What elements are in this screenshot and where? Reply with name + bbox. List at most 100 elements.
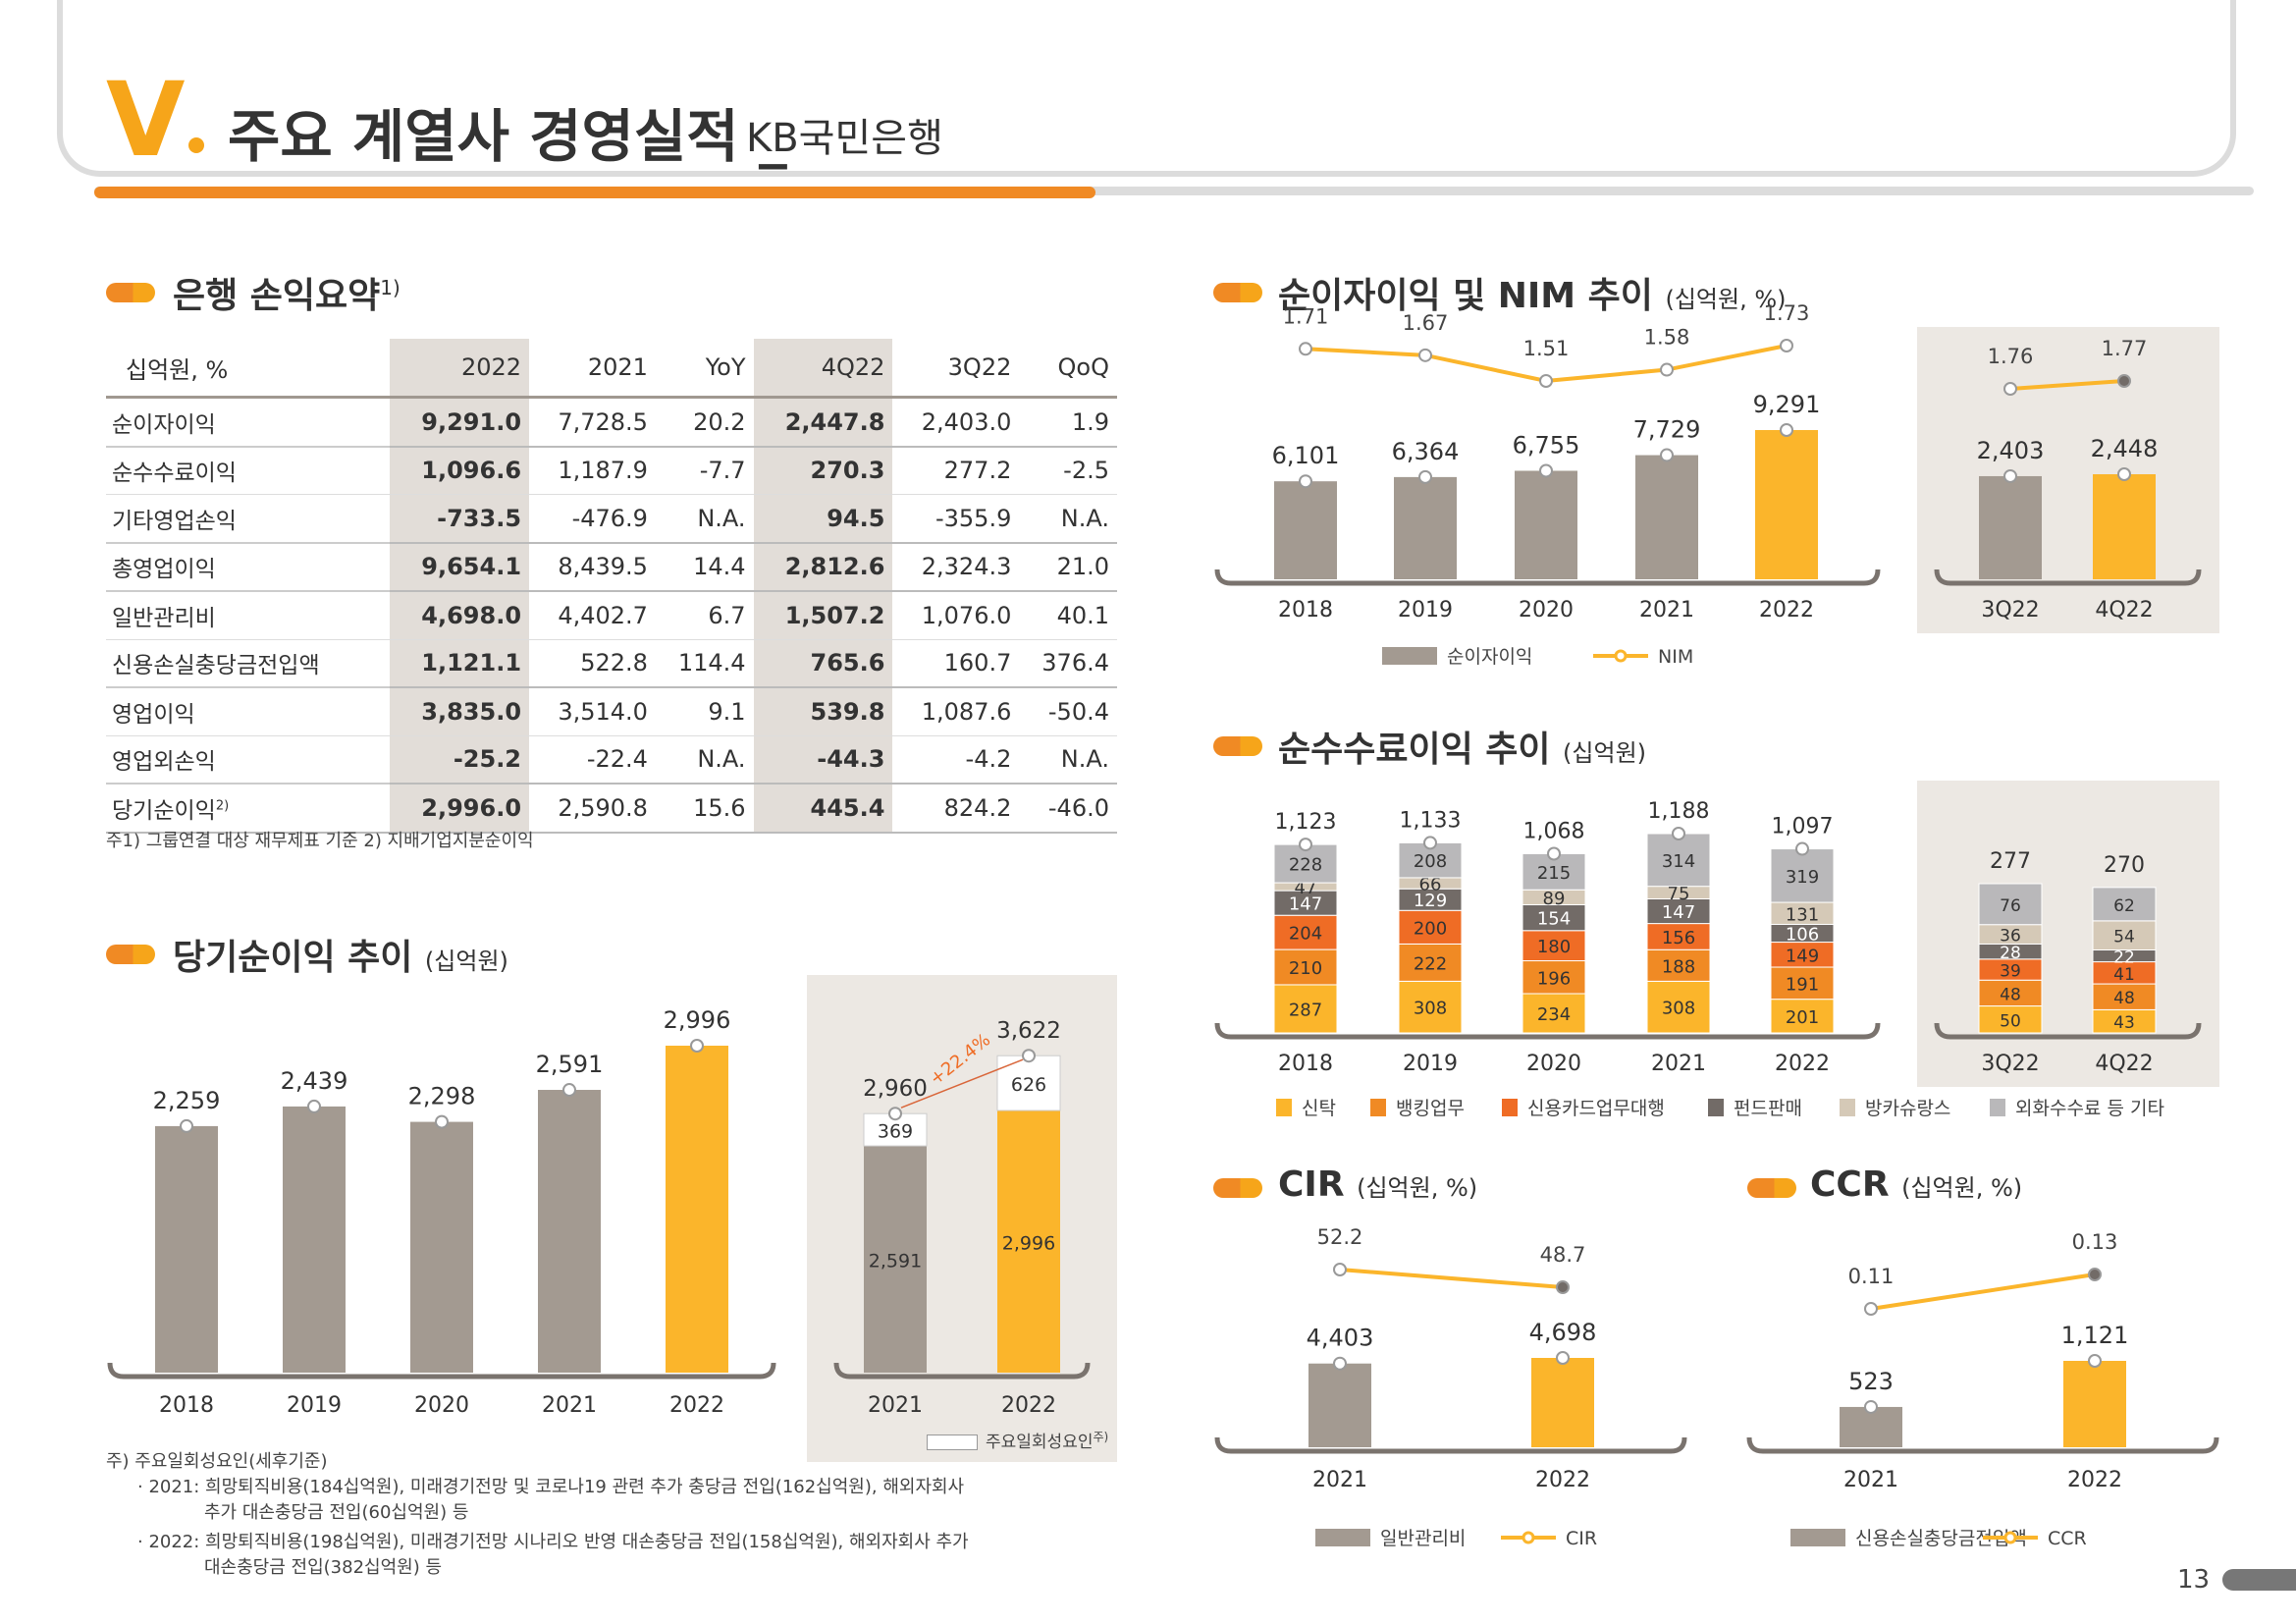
cell-value: 522.8 — [529, 639, 656, 688]
fee-segment-label: 106 — [1786, 925, 1819, 946]
fee-segment — [1646, 948, 1711, 982]
net-income-title: 당기순이익 추이 (십억원) — [173, 938, 508, 978]
fee-quarter-total-label: 270 — [2104, 853, 2145, 878]
cell-value: 1,507.2 — [753, 591, 893, 640]
fee-segment-label: 215 — [1537, 863, 1571, 884]
nii-legend-label: 순이자이익 — [1447, 646, 1532, 668]
fee-legend-label: 외화수수료 등 기타 — [2015, 1098, 2164, 1119]
fee-segment-label: 319 — [1786, 867, 1819, 888]
nim-point — [1418, 348, 1432, 362]
fee-segment-label: 196 — [1537, 968, 1571, 989]
fee-segment — [1273, 890, 1338, 916]
nim-quarter-point-label: 1.77 — [2102, 337, 2148, 360]
cir-bar — [1531, 1358, 1594, 1447]
cell-value: -733.5 — [390, 494, 530, 544]
cell-value: -44.3 — [753, 735, 893, 785]
net-income-note-1: · 2021: 희망퇴직비용(184십억원), 미래경기전망 및 코로나19 관… — [137, 1477, 965, 1497]
row-label: 신용손실충당금전입액 — [106, 639, 391, 688]
cir-title: CIR (십억원, %) — [1278, 1164, 1478, 1205]
header-frame — [57, 0, 2236, 177]
fee-legend-label: 뱅킹업무 — [1396, 1098, 1465, 1119]
net-income-value-label: 2,439 — [281, 1067, 348, 1095]
fee-quarter-segment — [2092, 983, 2157, 1010]
section-bullet-icon — [106, 283, 155, 302]
fee-segment-label: 287 — [1289, 1000, 1322, 1020]
fee-segment-label: 147 — [1662, 902, 1695, 923]
ccr-value-label: 523 — [1848, 1368, 1894, 1395]
net-income-bar-marker — [435, 1114, 449, 1129]
cell-value: 2,447.8 — [753, 397, 893, 448]
row-label-text: 당기순이익 — [112, 797, 216, 824]
nii-quarter-tick-label: 4Q22 — [2095, 598, 2153, 623]
fee-segment — [1646, 897, 1711, 925]
net-income-stack-marker — [1022, 1049, 1036, 1063]
fee-quarter-segment-label: 48 — [2113, 989, 2135, 1008]
net-income-total-label: 3,622 — [996, 1018, 1061, 1044]
fee-total-marker — [1795, 841, 1809, 856]
net-income-tick-label: 2021 — [542, 1393, 597, 1418]
fee-quarter-segment-label: 22 — [2113, 948, 2135, 968]
fee-tick-label: 2018 — [1278, 1052, 1333, 1076]
ccr-legend-swatch — [1790, 1529, 1845, 1546]
net-income-note-2: 추가 대손충당금 전입(60십억원) 등 — [204, 1502, 469, 1523]
col-header: QoQ — [1019, 339, 1117, 399]
net-income-total-label: 2,960 — [863, 1076, 928, 1102]
header-accent-bar — [94, 187, 1095, 198]
row-label: 기타영업손익 — [106, 494, 391, 544]
cell-value: 539.8 — [753, 687, 893, 736]
fee-segment-label: 147 — [1289, 894, 1322, 915]
cell-value: 4,402.7 — [529, 591, 656, 640]
page-title: 주요 계열사 경영실적 _ — [228, 103, 787, 170]
nim-quarter-point-label: 1.76 — [1988, 345, 2034, 368]
row-label: 총영업이익 — [106, 542, 391, 592]
net-income-panel — [807, 975, 1117, 1462]
nim-point — [1780, 339, 1793, 352]
nii-tick-label: 2022 — [1759, 598, 1814, 623]
nii-bar — [1515, 470, 1577, 579]
nii-bar — [1755, 430, 1818, 579]
pl-footnote: 주1) 그룹연결 대상 재무제표 기준 2) 지배기업지분순이익 — [106, 831, 534, 851]
fee-quarter-segment-label: 62 — [2113, 896, 2135, 916]
ccr-legend-label: CCR — [2048, 1528, 2087, 1549]
net-income-tick-label: 2020 — [414, 1393, 469, 1418]
nii-quarter-bar — [1979, 475, 2042, 579]
nim-point — [1660, 362, 1674, 377]
table-header-row: 십억원, % 2022 2021 YoY 4Q22 3Q22 QoQ — [106, 339, 1117, 399]
row-label: 당기순이익2) — [106, 784, 391, 834]
fee-segment-label: 89 — [1543, 889, 1566, 909]
fee-quarter-segment-label: 36 — [2000, 927, 2021, 947]
nii-bar-marker — [1539, 463, 1553, 478]
fee-segment-label: 234 — [1537, 1004, 1571, 1025]
cell-value: -2.5 — [1019, 446, 1117, 495]
fee-quarter-segment-label: 54 — [2113, 928, 2135, 947]
nii-value-label: 9,291 — [1753, 391, 1821, 418]
nim-quarter-point — [2003, 382, 2017, 396]
nii-quarter-value-label: 2,403 — [1977, 437, 2045, 464]
ccr-baseline — [1746, 1436, 2219, 1454]
net-income-tick-label: 2019 — [287, 1393, 342, 1418]
fee-legend-label: 방카슈랑스 — [1865, 1098, 1950, 1119]
table-row: 총영업이익 9,654.1 8,439.5 14.4 2,812.6 2,324.3 21.… — [106, 542, 1117, 592]
cell-value: N.A. — [655, 494, 754, 544]
cell-value: 270.3 — [753, 446, 893, 495]
cell-value: 376.4 — [1019, 639, 1117, 688]
cell-value: 4,698.0 — [390, 591, 530, 640]
cell-value: 2,403.0 — [892, 397, 1020, 448]
table-row: 순이자이익 9,291.0 7,728.5 20.2 2,447.8 2,403.0 1.9 — [106, 397, 1117, 448]
cell-value: 1,087.6 — [892, 687, 1020, 736]
nim-point-label: 1.51 — [1523, 337, 1570, 360]
fee-legend-swatch — [1276, 1099, 1292, 1116]
cell-value: N.A. — [1019, 494, 1117, 544]
cell-value: 1,096.6 — [390, 446, 530, 495]
cir-legend-swatch — [1315, 1529, 1370, 1546]
fee-segment-label: 208 — [1414, 851, 1447, 872]
nii-bar-marker — [1660, 448, 1674, 462]
section-dot — [188, 137, 204, 153]
cell-value: N.A. — [1019, 735, 1117, 785]
fee-segment-label: 154 — [1537, 909, 1571, 930]
ccr-point-label: 0.13 — [2072, 1230, 2118, 1254]
net-income-bar-marker — [562, 1083, 576, 1098]
ccr-bar — [2063, 1361, 2126, 1447]
cell-value: -25.2 — [390, 735, 530, 785]
fee-quarter-segment-label: 50 — [2000, 1011, 2021, 1031]
